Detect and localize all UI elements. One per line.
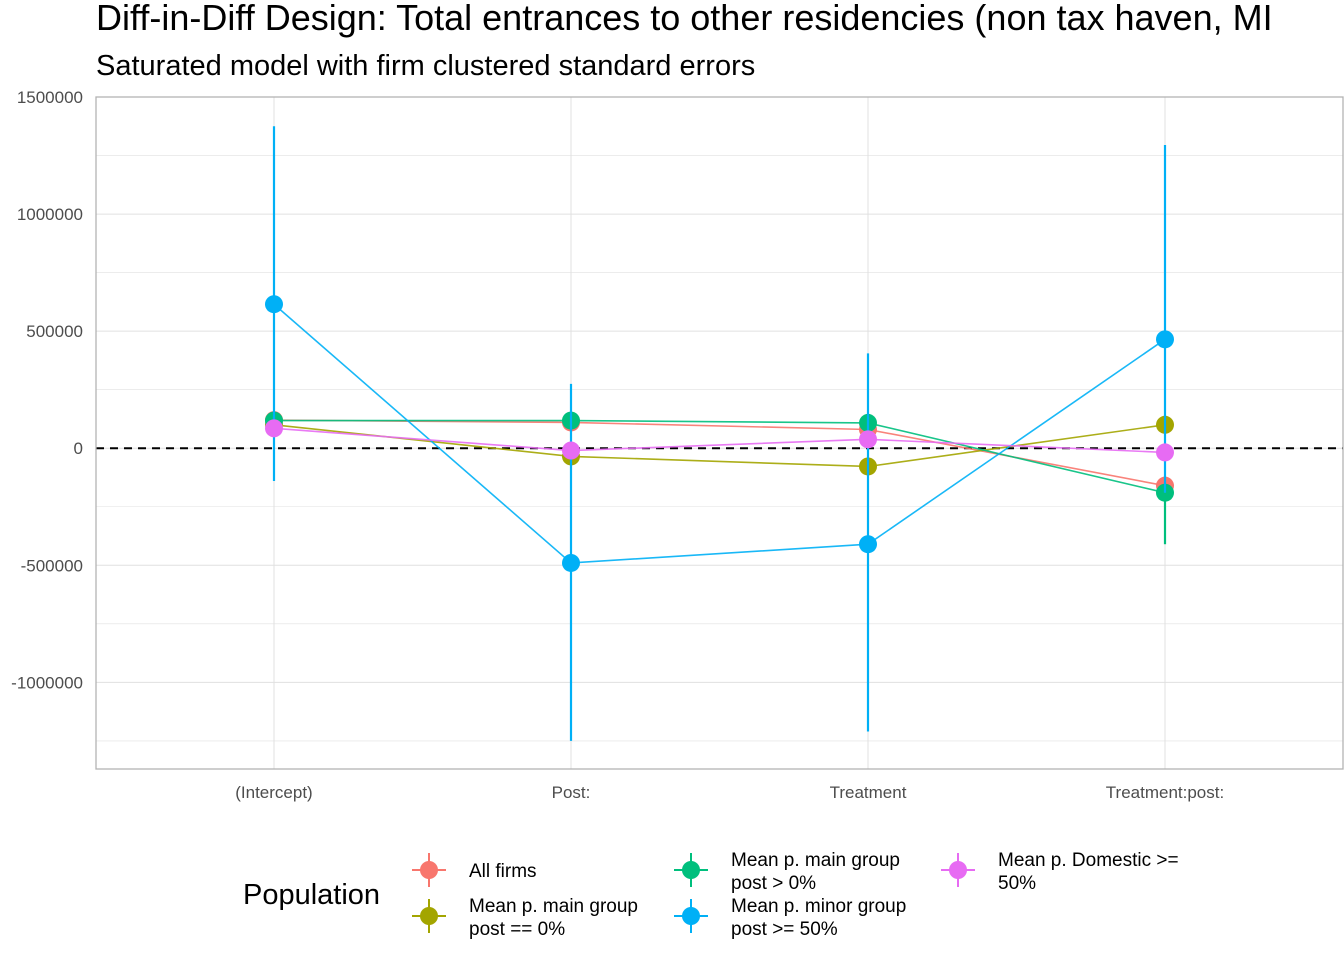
grid (96, 96, 1343, 769)
data-point (265, 295, 283, 314)
x-axis: (Intercept) Post: Treatment Treatment:post: (235, 783, 1224, 802)
data-point (1156, 443, 1174, 462)
legend-label: Mean p. minor group (731, 896, 906, 917)
legend-key-point (682, 861, 700, 879)
legend-key-point (420, 861, 438, 879)
legend-key (674, 853, 708, 887)
series-line (273, 303, 1166, 564)
series-line (274, 419, 1166, 494)
x-tick-label: Treatment:post: (1106, 783, 1224, 802)
legend-label: post > 0% (731, 873, 816, 894)
series-3 (265, 411, 1174, 545)
x-tick-label: Post: (552, 783, 591, 802)
chart-subtitle: Saturated model with firm clustered stan… (96, 50, 755, 82)
data-point (859, 430, 877, 449)
legend-key (674, 899, 708, 933)
legend-label: All firms (469, 861, 537, 882)
legend-key-point (682, 907, 700, 925)
legend-label: Mean p. Domestic >= (998, 850, 1179, 871)
series-4 (265, 126, 1174, 741)
y-tick-label: 1500000 (17, 88, 83, 107)
legend-key-point (420, 907, 438, 925)
legend-label: Mean p. main group (731, 850, 900, 871)
legend-key-point (949, 861, 967, 879)
series-line (273, 419, 1166, 487)
data-point (859, 535, 877, 554)
y-tick-label: -1000000 (11, 673, 83, 692)
data-point (1156, 330, 1174, 349)
y-tick-label: -500000 (21, 556, 83, 575)
series-1 (265, 411, 1174, 495)
y-tick-label: 500000 (26, 322, 83, 341)
data-point (562, 441, 580, 460)
series-line (273, 427, 1166, 454)
legend-label: post == 0% (469, 919, 565, 940)
legend-title: Population (243, 879, 380, 911)
plot-panel-border (95, 96, 1344, 770)
legend-key (412, 853, 446, 887)
legend-label: post >= 50% (731, 919, 838, 940)
data-point (562, 553, 580, 572)
legend-key (941, 853, 975, 887)
series-5 (265, 419, 1174, 462)
legend-label: Mean p. main group (469, 896, 638, 917)
x-tick-label: (Intercept) (235, 783, 312, 802)
y-tick-label: 0 (74, 439, 83, 458)
y-tick-label: 1000000 (17, 205, 83, 224)
data-point (265, 419, 283, 438)
chart-title: Diff-in-Diff Design: Total entrances to … (96, 0, 1273, 38)
legend-label: 50% (998, 873, 1036, 894)
legend-key (412, 899, 446, 933)
series-layer (265, 126, 1174, 741)
y-axis: 1500000 1000000 500000 0 -500000 -1000000 (11, 88, 83, 692)
x-tick-label: Treatment (830, 783, 907, 802)
